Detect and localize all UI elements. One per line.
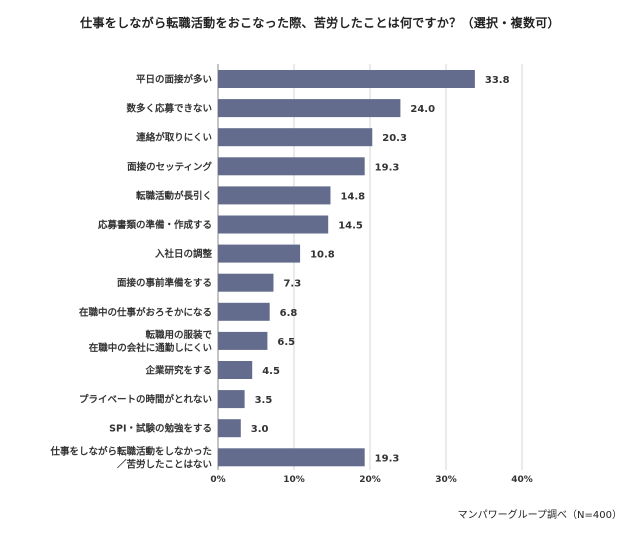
value-label: 4.5 [262,366,280,377]
category-label: 連絡が取りにくい [136,132,212,144]
category-label: 転職用の服装で [145,329,212,341]
grid-lines [217,64,523,470]
category-label: 入社日の調整 [154,248,213,260]
bar [218,331,268,350]
category-label: 在職中の仕事がおろそかになる [79,306,212,318]
category-label: 在職中の会社に通勤しにくい [89,342,212,354]
bar [218,273,274,292]
category-label: 仕事をしながら転職活動をしなかった [49,445,212,457]
bar [218,419,241,438]
value-label: 19.3 [375,453,400,464]
category-label: 企業研究をする [144,365,212,377]
category-label: 面接のセッティング [127,161,212,173]
category-label: ／苦労したことはない [117,458,212,470]
bar [218,99,401,118]
value-label: 14.8 [340,191,365,202]
x-tick-label: 30% [435,475,457,485]
category-label: 平日の面接が多い [136,74,212,86]
bar [218,302,270,321]
category-label: SPI・試験の勉強をする [109,423,212,435]
x-tick-label: 20% [359,475,381,485]
value-label: 3.5 [255,395,273,406]
x-axis-ticks: 0% 10% 20% 30% 40% [210,475,532,485]
category-label: 面接の事前準備をする [117,277,212,289]
chart-title: 仕事をしながら転職活動をおこなった際、苦労したことは何ですか？（選択・複数可） [80,16,560,30]
bar [218,70,475,88]
bar [218,128,373,147]
bar [218,448,365,467]
value-label: 19.3 [375,162,400,173]
value-label: 33.8 [485,75,510,86]
x-tick-label: 0% [210,475,225,485]
category-label: 数多く応募できない [125,103,212,115]
value-labels: 33.8 24.0 20.3 19.3 14.8 14.5 10.8 7.3 6.8 6.5 4.5… [251,75,510,464]
value-label: 6.5 [277,337,295,348]
value-label: 10.8 [310,250,335,261]
category-label: 転職活動が長引く [136,190,212,202]
value-label: 14.5 [338,221,363,232]
x-tick-label: 10% [283,475,305,485]
value-label: 20.3 [382,133,407,144]
bar [218,186,331,205]
source-note: マンパワーグループ調べ（N=400） [457,510,622,521]
category-label: 応募書類の準備・作成する [97,219,212,231]
bars [218,70,475,467]
bar [218,390,245,409]
bar [218,361,253,379]
bar [218,157,365,176]
x-tick-label: 40% [511,475,533,485]
value-label: 24.0 [410,104,435,115]
value-label: 7.3 [283,279,301,290]
value-label: 3.0 [251,424,269,435]
category-labels: 平日の面接が多い数多く応募できない連絡が取りにくい面接のセッティング転職活動が長… [49,74,212,471]
value-label: 6.8 [280,308,298,319]
category-label: プライベートの時間がとれない [79,394,212,406]
bar [218,244,301,263]
bar [218,215,329,234]
